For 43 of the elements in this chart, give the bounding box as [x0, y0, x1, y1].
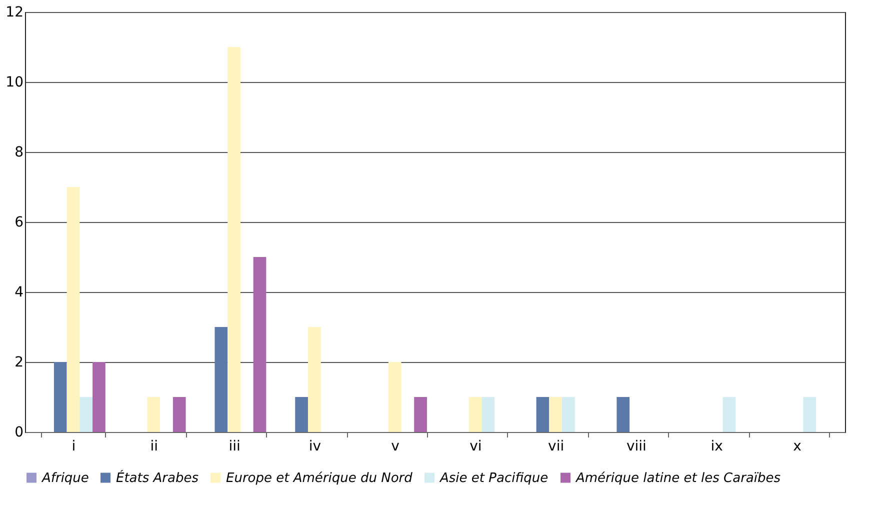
x-tick-label: ix	[710, 438, 723, 454]
x-tick-label: iii	[228, 438, 240, 454]
x-tick-label: vi	[470, 438, 482, 454]
x-tick-label: iv	[308, 438, 322, 454]
y-tick-label: 4	[14, 284, 24, 300]
legend-label: États Arabes	[116, 468, 199, 486]
bar	[482, 397, 494, 432]
bar	[80, 397, 93, 432]
legend-label: Afrique	[41, 470, 89, 486]
bar	[562, 397, 575, 432]
x-tick-label: ii	[150, 438, 158, 454]
y-tick-label: 2	[14, 354, 24, 370]
bar	[214, 327, 228, 432]
bar	[308, 327, 321, 432]
y-tick-label: 10	[6, 74, 24, 90]
bar	[388, 362, 402, 432]
bar	[92, 362, 106, 432]
y-tick-label: 12	[6, 4, 24, 20]
x-tick-label: vii	[548, 438, 564, 454]
bar	[468, 397, 482, 432]
legend-label: Asie et Pacifique	[439, 470, 548, 486]
x-tick-label: v	[391, 438, 400, 454]
y-tick-label: 8	[14, 144, 24, 160]
bar	[147, 397, 160, 432]
bar	[803, 397, 816, 432]
y-tick-label: 0	[14, 424, 24, 440]
x-tick-label: i	[72, 438, 76, 454]
x-tick-label: x	[793, 438, 802, 454]
bar	[66, 187, 80, 432]
x-tick-label: viii	[626, 438, 646, 454]
bar	[54, 362, 67, 432]
legend-label: Amérique latine et les Caraïbes	[575, 470, 781, 486]
bar	[536, 397, 550, 432]
bar	[414, 397, 427, 432]
bar	[616, 397, 630, 432]
bar	[549, 397, 562, 432]
bar	[722, 397, 736, 432]
legend-label: Europe et Amérique du Nord	[226, 470, 414, 486]
bar	[295, 397, 308, 432]
bar	[228, 47, 240, 432]
bar	[253, 257, 266, 432]
y-tick-label: 6	[14, 214, 24, 230]
bar	[172, 397, 186, 432]
